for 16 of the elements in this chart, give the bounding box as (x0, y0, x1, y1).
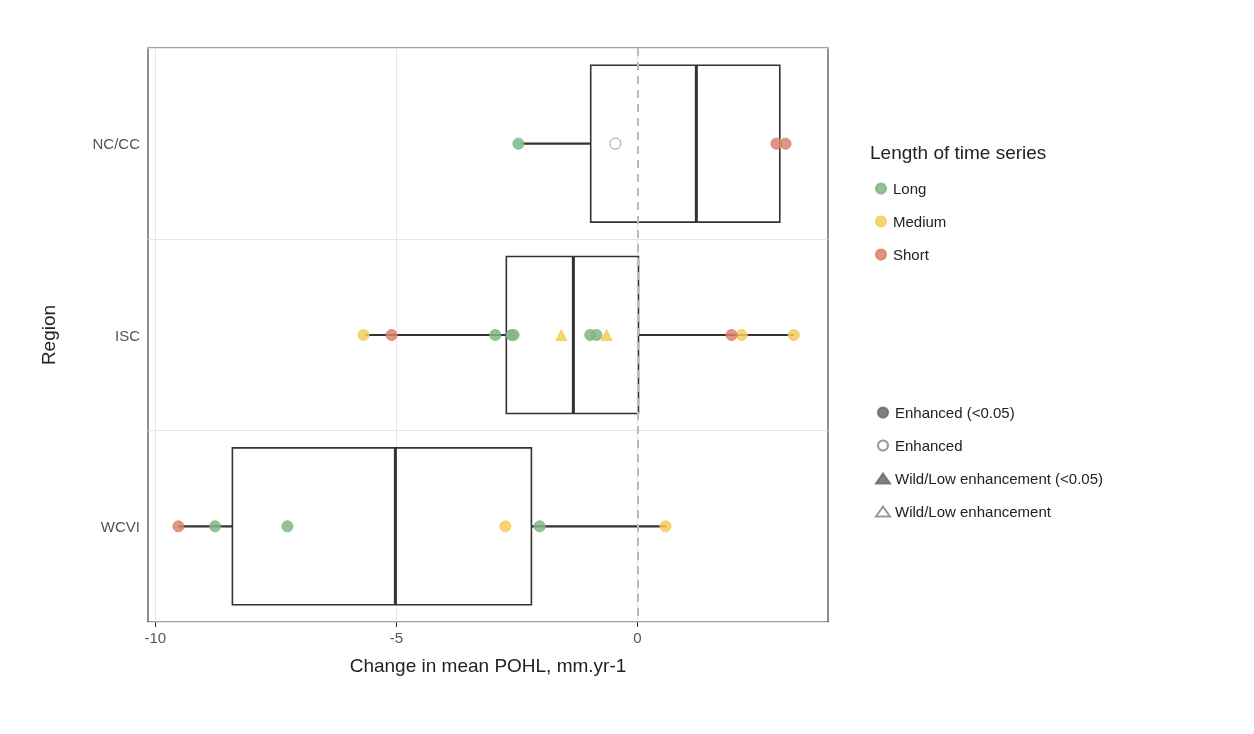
x-axis-title: Change in mean POHL, mm.yr-1 (349, 655, 627, 676)
y-tick-label: NC/CC (92, 135, 141, 153)
legend-title: Length of time series (870, 142, 1047, 163)
legend-label: Medium (893, 213, 947, 230)
x-tick-label: 0 (633, 629, 642, 646)
legend-label: Long (893, 180, 927, 197)
x-tick-label: -5 (389, 629, 404, 646)
x-tick-label: -10 (144, 629, 167, 646)
legend-label: Wild/Low enhancement (<0.05) (895, 470, 1104, 487)
legend-label: Wild/Low enhancement (895, 503, 1052, 520)
legend-label: Enhanced (<0.05) (895, 404, 1015, 421)
legend-label: Enhanced (895, 437, 963, 454)
y-axis-title: Region (38, 304, 59, 366)
y-tick-label: WCVI (100, 517, 140, 535)
legend-label: Short (893, 246, 930, 263)
y-tick-label: ISC (114, 326, 141, 344)
